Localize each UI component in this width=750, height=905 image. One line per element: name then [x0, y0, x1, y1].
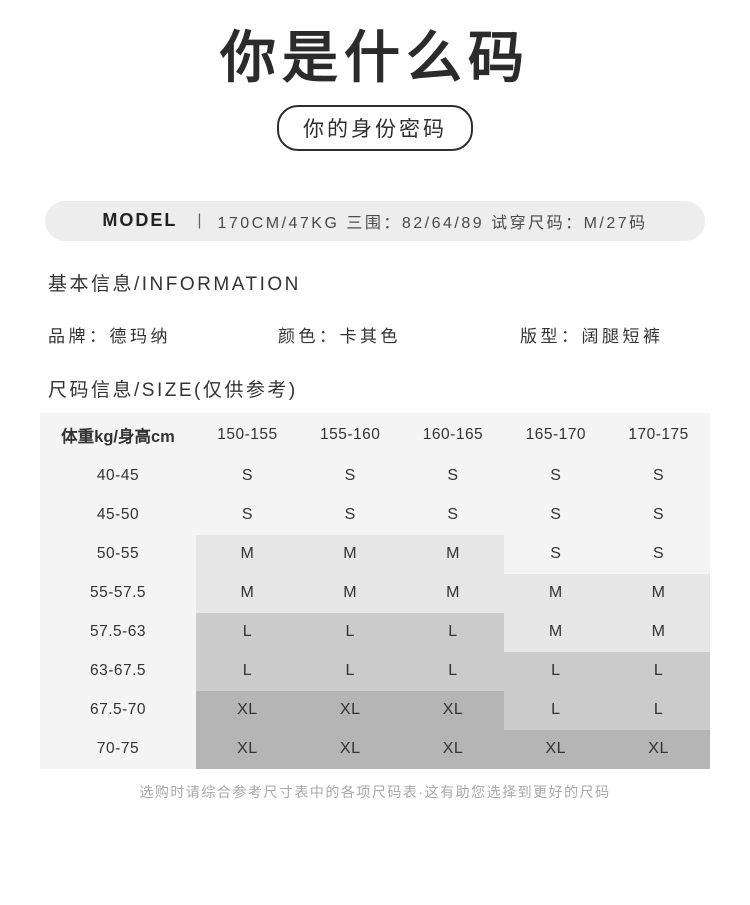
color-label: 颜色	[278, 326, 319, 346]
size-cell: L	[401, 612, 505, 652]
table-header-height-range: 160-165	[422, 425, 484, 443]
size-cell: S	[607, 495, 710, 535]
basic-info-heading: 基本信息/INFORMATION	[48, 273, 301, 295]
size-cell: M	[196, 573, 299, 613]
table-header-height-range: 150-155	[217, 425, 278, 443]
size-cell: M	[401, 573, 505, 613]
size-cell: L	[196, 651, 299, 691]
size-cell: XL	[401, 690, 505, 730]
table-row-label: 55-57.5	[89, 584, 147, 602]
size-cell: XL	[607, 729, 710, 769]
size-info-heading: 尺码信息/SIZE(仅供参考)	[48, 379, 298, 401]
size-cell: S	[401, 495, 505, 535]
size-cell: M	[504, 612, 608, 652]
size-cell: M	[401, 534, 505, 574]
brand-value: 德玛纳	[109, 326, 171, 346]
size-cell: L	[298, 651, 402, 691]
model-info-bar: MODEL | 170CM/47KG 三围：82/64/89 试穿尺码：M/27…	[45, 200, 705, 241]
page-title: 你是什么码	[220, 25, 530, 91]
color-item: 颜色：卡其色	[278, 327, 520, 347]
table-row-label: 40-45	[96, 467, 140, 485]
table-row-label: 67.5-70	[89, 701, 147, 719]
model-divider: |	[197, 211, 202, 229]
size-cell: M	[196, 534, 299, 574]
size-cell: L	[607, 651, 710, 691]
subtitle-pill: 你的身份密码	[277, 104, 473, 151]
size-cell: XL	[196, 690, 299, 730]
size-cell: S	[196, 495, 299, 535]
fit-value: 阔腿短裤	[581, 326, 664, 346]
size-guide-page: 你是什么码 你的身份密码 MODEL | 170CM/47KG 三围：82/64…	[0, 25, 750, 905]
colon: ：	[561, 326, 582, 346]
table-header-weight-height: 体重kg/身高cm	[61, 427, 175, 446]
size-cell: M	[298, 573, 402, 613]
table-header-height-range: 155-160	[320, 425, 381, 443]
model-measurements: 170CM/47KG 三围：82/64/89 试穿尺码：M/27码	[217, 214, 648, 232]
size-cell: L	[504, 690, 608, 730]
size-cell: XL	[504, 729, 608, 769]
basic-info-row: 品牌：德玛纳 颜色：卡其色 版型：阔腿短裤	[48, 327, 702, 347]
size-cell: M	[607, 612, 710, 652]
table-row-label: 57.5-63	[89, 623, 147, 641]
footer-note: 选购时请综合参考尺寸表中的各项尺码表·这有助您选择到更好的尺码	[139, 783, 611, 800]
size-cell: L	[196, 612, 299, 652]
size-table: 体重kg/身高cm 150-155 155-160 160-165 165-170 170…	[40, 412, 710, 769]
size-cell: XL	[298, 729, 402, 769]
size-cell: L	[607, 690, 710, 730]
size-cell: S	[607, 534, 710, 574]
table-header-height-range: 165-170	[525, 425, 586, 443]
size-cell: M	[504, 573, 608, 613]
colon: ：	[89, 326, 110, 346]
fit-label: 版型	[520, 326, 561, 346]
size-cell: S	[401, 456, 505, 496]
colon: ：	[319, 326, 340, 346]
table-row-label: 50-55	[96, 545, 140, 563]
table-row-label: 70-75	[96, 740, 140, 758]
brand-label: 品牌	[48, 326, 89, 346]
size-cell: L	[504, 651, 608, 691]
size-cell: L	[298, 612, 402, 652]
size-cell: S	[196, 456, 299, 496]
table-header-height-range: 170-175	[628, 425, 689, 443]
size-cell: S	[504, 495, 608, 535]
size-cell: M	[298, 534, 402, 574]
table-row-label: 63-67.5	[89, 662, 147, 680]
size-cell: S	[504, 534, 608, 574]
model-label: MODEL	[102, 210, 178, 231]
size-cell: XL	[196, 729, 299, 769]
size-cell: S	[504, 456, 608, 496]
table-row-label: 45-50	[96, 506, 140, 524]
subtitle-wrap: 你的身份密码	[0, 104, 750, 151]
size-cell: XL	[401, 729, 505, 769]
size-cell: S	[298, 495, 402, 535]
size-cell: L	[401, 651, 505, 691]
size-cell: S	[607, 456, 710, 496]
color-value: 卡其色	[339, 326, 401, 346]
size-cell: M	[607, 573, 710, 613]
fit-item: 版型：阔腿短裤	[520, 327, 664, 347]
size-cell: XL	[298, 690, 402, 730]
size-cell: S	[298, 456, 402, 496]
brand-item: 品牌：德玛纳	[48, 327, 278, 347]
